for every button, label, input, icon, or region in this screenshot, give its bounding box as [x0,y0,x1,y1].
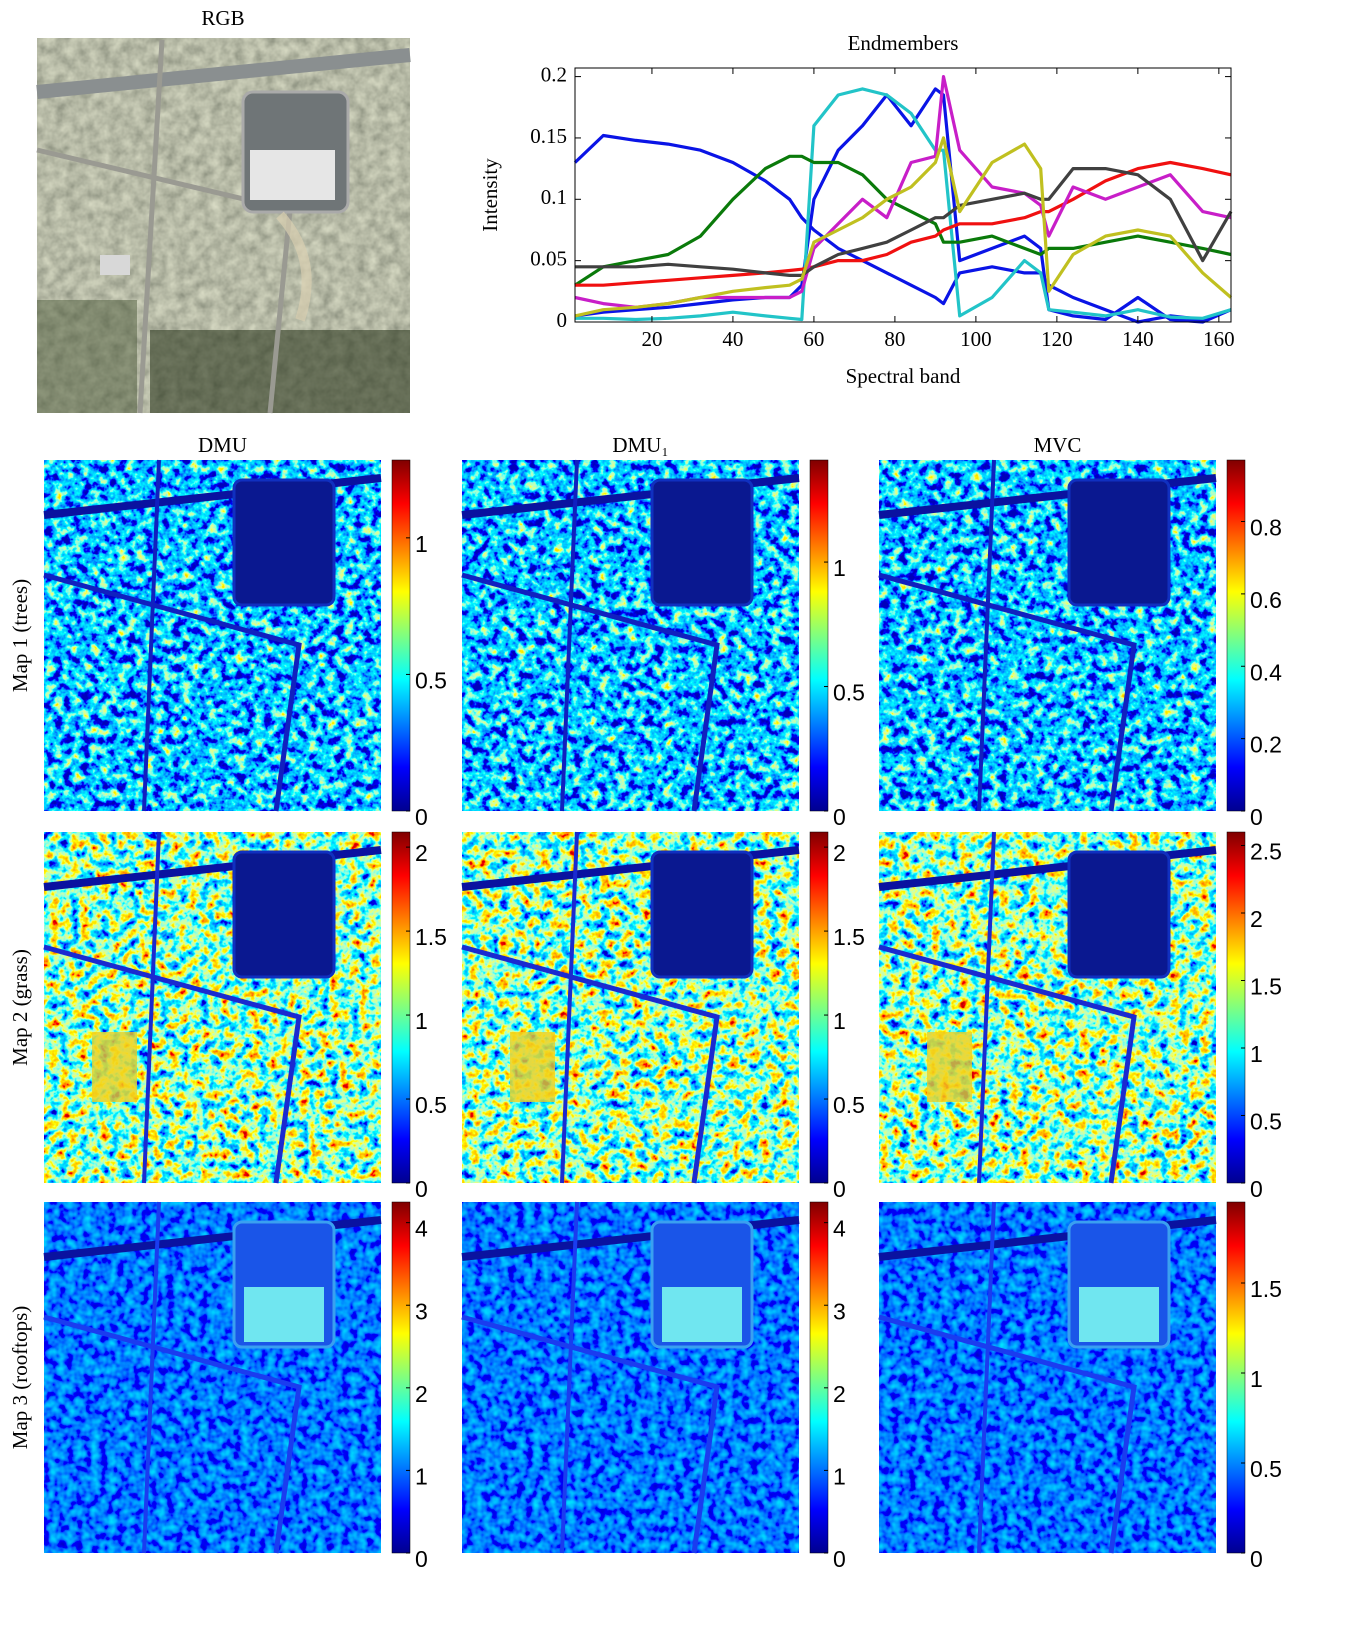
colorbar-tick-label: 0.5 [1250,1109,1282,1135]
colorbar-tick-label: 0 [833,1176,846,1202]
colorbar [1227,1202,1245,1553]
colorbar-tick-label: 2 [415,1381,428,1407]
colorbar-tick-label: 0 [415,1176,428,1202]
map-building [1069,852,1169,977]
colorbar-tick-label: 3 [415,1298,428,1324]
rgb-image [37,38,410,413]
abundance-map [44,832,381,1183]
map-field [92,1032,137,1102]
colorbar [392,1202,410,1553]
colorbar-tick-label: 1.5 [833,924,865,950]
colorbar [810,460,828,811]
colorbar-tick-label: 1 [415,1008,428,1034]
colorbar [1227,832,1245,1183]
colorbar-tick-label: 0.5 [1250,1456,1282,1482]
colorbar [392,460,410,811]
x-tick-label: 40 [722,327,743,351]
colorbar-tick-label: 0.5 [415,668,447,694]
abundance-map [462,832,799,1183]
colorbar-tick-label: 1 [833,555,846,581]
abundance-map [44,1202,381,1553]
colorbar-tick-label: 1.5 [415,924,447,950]
heatmap-grid: DMU DMU₁ MVC Map 1 (trees) 0 0.5 1 0 0.5 1 0 0.2 0.4… [8,433,1282,1572]
colorbar-tick-label: 1.5 [1250,974,1282,1000]
colorbar-tick-label: 0.5 [415,1092,447,1118]
column-title: DMU [198,433,247,457]
map-building [1069,480,1169,605]
map-field [510,1032,555,1102]
chart-title: Endmembers [848,31,959,55]
row-label: Map 2 (grass) [8,949,32,1066]
colorbar-tick-label: 0 [1250,1176,1263,1202]
colorbar-tick-label: 0 [833,804,846,830]
colorbar-tick-label: 1 [1250,1041,1263,1067]
y-tick-label: 0.1 [541,185,567,209]
figure: RGB Endmembers Spectral band Intensity 2… [0,0,1351,1631]
abundance-map [462,1202,799,1553]
colorbar-tick-label: 0.5 [833,1092,865,1118]
colorbar [392,832,410,1183]
colorbar [810,1202,828,1553]
abundance-map [879,1202,1216,1553]
map-building [234,852,334,977]
y-axis-label: Intensity [478,158,502,232]
abundance-map [879,832,1216,1183]
x-tick-label: 20 [641,327,662,351]
y-tick-label: 0 [557,308,568,332]
x-axis-label: Spectral band [846,364,961,388]
colorbar-tick-label: 0.5 [833,680,865,706]
colorbar-tick-label: 0.6 [1250,587,1282,613]
map-building [652,852,752,977]
x-tick-label: 120 [1041,327,1073,351]
y-tick-label: 0.2 [541,62,567,86]
colorbar-tick-label: 1 [833,1463,846,1489]
x-tick-label: 100 [960,327,992,351]
colorbar-tick-label: 0.8 [1250,515,1282,541]
x-tick-label: 80 [884,327,905,351]
column-title: DMU₁ [612,433,668,457]
line-chart: 20 40 60 80 100 120 140 160 0 0.05 0.1 0.15 0.2 [530,62,1234,350]
colorbar-tick-label: 1 [415,1463,428,1489]
row-label: Map 1 (trees) [8,579,32,692]
row-label: Map 3 (rooftops) [8,1306,32,1449]
colorbar-tick-label: 0 [1250,1546,1263,1572]
colorbar-tick-label: 0.4 [1250,659,1282,685]
map-building [1079,1287,1159,1342]
colorbar-tick-label: 2.5 [1250,839,1282,865]
colorbar-tick-label: 0.2 [1250,732,1282,758]
page: {"image": {"title": "RGB"}, "chart_data"… [0,0,1351,1631]
map-building [234,480,334,605]
rgb-title: RGB [201,6,244,30]
colorbar-tick-label: 3 [833,1298,846,1324]
abundance-map [44,460,381,811]
map-field [927,1032,972,1102]
abundance-map [879,460,1216,811]
colorbar-tick-label: 2 [1250,906,1263,932]
colorbar-tick-label: 1 [415,531,428,557]
map-building [244,1287,324,1342]
y-tick-label: 0.15 [530,124,567,148]
colorbar-tick-label: 1 [1250,1366,1263,1392]
colorbar [810,832,828,1183]
map-building [652,480,752,605]
colorbar-tick-label: 1 [833,1008,846,1034]
x-tick-label: 160 [1203,327,1235,351]
colorbar-tick-label: 1.5 [1250,1276,1282,1302]
colorbar-tick-label: 0 [415,804,428,830]
colorbar-tick-label: 4 [833,1216,846,1242]
colorbar-tick-label: 2 [833,840,846,866]
colorbar-tick-label: 0 [833,1546,846,1572]
colorbar-tick-label: 4 [415,1216,428,1242]
colorbar-tick-label: 0 [1250,804,1263,830]
colorbar-tick-label: 2 [415,840,428,866]
colorbar [1227,460,1245,811]
map-building [662,1287,742,1342]
abundance-map [462,460,799,811]
colorbar-tick-label: 0 [415,1546,428,1572]
x-tick-label: 60 [803,327,824,351]
y-tick-label: 0.05 [530,246,567,270]
column-title: MVC [1034,433,1082,457]
colorbar-tick-label: 2 [833,1381,846,1407]
x-tick-label: 140 [1122,327,1154,351]
